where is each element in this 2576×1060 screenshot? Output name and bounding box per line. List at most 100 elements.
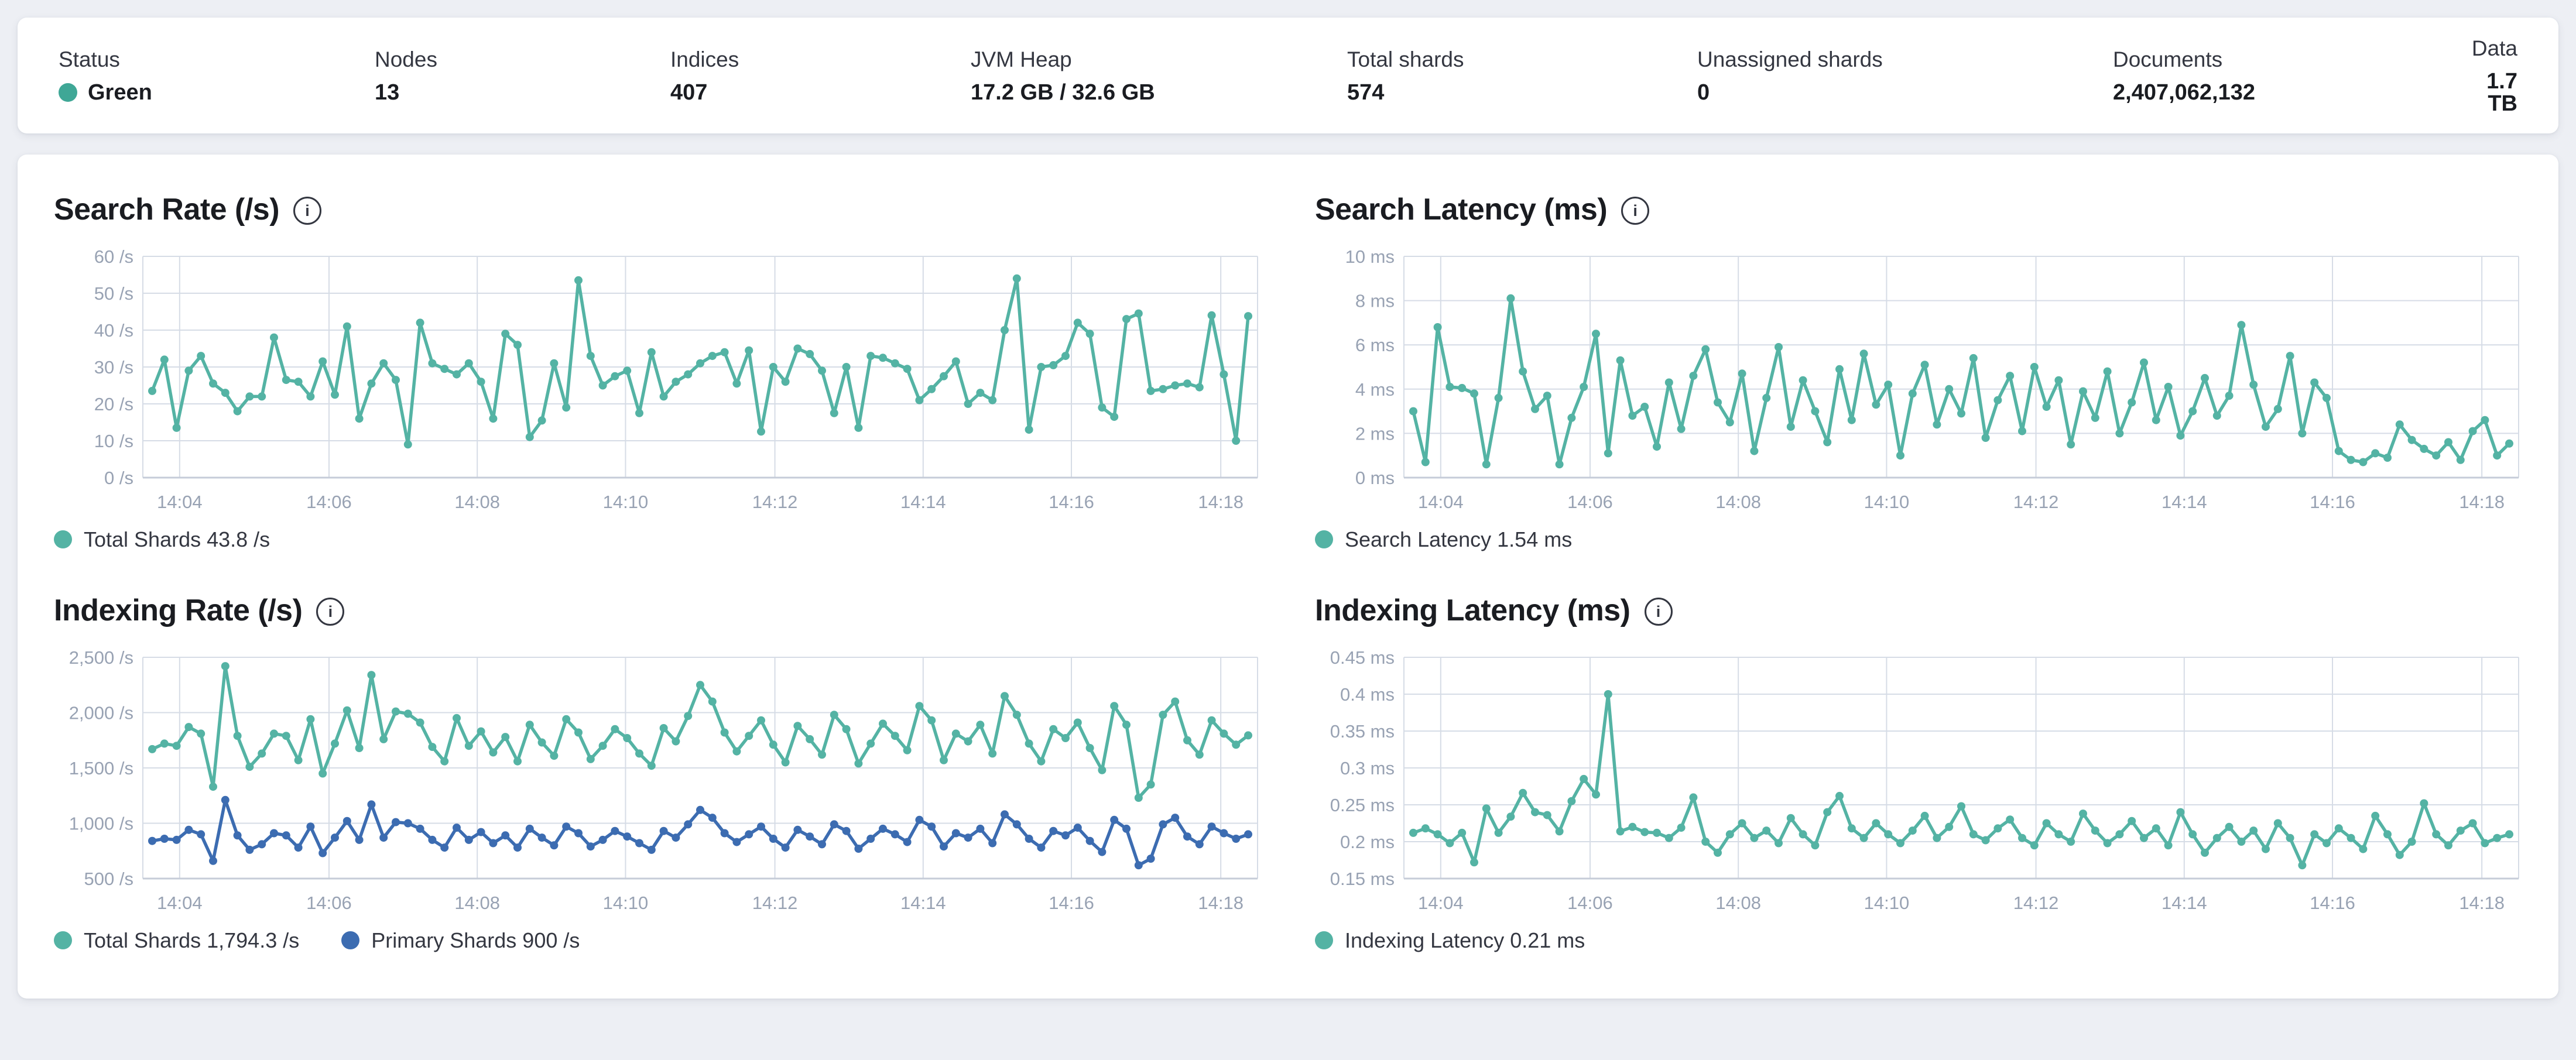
svg-text:2 ms: 2 ms	[1355, 423, 1395, 444]
chart-plot-area[interactable]: 0 /s 10 /s 20 /s 30 /s 40 /s 50 /s 60 /s 14:04 1…	[54, 246, 1262, 524]
chart-indexing-latency: Indexing Latency (ms) i 0.15 ms 0.2 ms 0.2…	[1315, 593, 2523, 953]
svg-text:0.35 ms: 0.35 ms	[1330, 721, 1395, 742]
legend-item[interactable]: Indexing Latency 0.21 ms	[1315, 928, 1585, 953]
stat-value: 2,407,062,132	[2113, 80, 2256, 105]
svg-text:50 /s: 50 /s	[94, 283, 133, 304]
svg-text:14:08: 14:08	[1715, 492, 1761, 512]
svg-text:500 /s: 500 /s	[84, 869, 133, 889]
chart-title: Search Rate (/s)	[54, 193, 280, 227]
stat-status: Status Green	[59, 47, 375, 104]
legend-label: Total Shards 43.8 /s	[84, 527, 270, 551]
svg-text:0.4 ms: 0.4 ms	[1340, 684, 1395, 705]
svg-text:14:18: 14:18	[2459, 492, 2505, 512]
svg-text:14:12: 14:12	[2013, 492, 2059, 512]
svg-text:14:16: 14:16	[2310, 893, 2355, 913]
stat-data-size: Data 1.7 TB	[2464, 36, 2517, 115]
svg-text:2,000 /s: 2,000 /s	[69, 703, 133, 723]
svg-text:14:04: 14:04	[157, 492, 203, 512]
stat-jvm-heap: JVM Heap 17.2 GB / 32.6 GB	[971, 47, 1347, 104]
info-icon[interactable]: i	[1644, 598, 1673, 626]
stat-value: 13	[375, 80, 400, 105]
chart-title: Indexing Latency (ms)	[1315, 594, 1630, 628]
svg-text:14:04: 14:04	[1418, 893, 1464, 913]
info-icon[interactable]: i	[316, 598, 345, 626]
svg-text:0.3 ms: 0.3 ms	[1340, 758, 1395, 778]
chart-legend: Total Shards 1,794.3 /s Primary Shards 90…	[54, 928, 1262, 953]
svg-text:14:18: 14:18	[1198, 492, 1244, 512]
svg-text:14:14: 14:14	[2161, 492, 2207, 512]
metrics-panel: Search Rate (/s) i 0 /s 10 /s 20 /s 30 /s 40…	[18, 155, 2558, 999]
chart-header: Indexing Latency (ms) i	[1315, 593, 2523, 628]
svg-text:0.45 ms: 0.45 ms	[1330, 649, 1395, 668]
stat-unassigned-shards: Unassigned shards 0	[1697, 47, 2113, 104]
stat-nodes: Nodes 13	[375, 47, 670, 104]
stat-label: Nodes	[375, 47, 437, 71]
stat-value: 17.2 GB / 32.6 GB	[971, 80, 1155, 105]
svg-text:14:10: 14:10	[603, 893, 649, 913]
stat-label: Data	[2471, 36, 2517, 60]
chart-plot-area[interactable]: 500 /s 1,000 /s 1,500 /s 2,000 /s 2,500 /s 14…	[54, 647, 1262, 925]
chart-title: Search Latency (ms)	[1315, 193, 1608, 227]
svg-text:14:18: 14:18	[2459, 893, 2505, 913]
svg-text:14:08: 14:08	[1715, 893, 1761, 913]
svg-text:14:10: 14:10	[1864, 492, 1910, 512]
svg-text:14:14: 14:14	[2161, 893, 2207, 913]
svg-text:14:12: 14:12	[752, 492, 798, 512]
svg-text:0.2 ms: 0.2 ms	[1340, 832, 1395, 852]
chart-search-rate: Search Rate (/s) i 0 /s 10 /s 20 /s 30 /s 40…	[54, 192, 1262, 552]
stat-value: 407	[670, 80, 708, 105]
svg-text:60 /s: 60 /s	[94, 248, 133, 267]
legend-dot-icon	[54, 530, 72, 549]
svg-text:1,000 /s: 1,000 /s	[69, 814, 133, 834]
stat-indices: Indices 407	[670, 47, 971, 104]
chart-title: Indexing Rate (/s)	[54, 594, 303, 628]
legend-item[interactable]: Total Shards 1,794.3 /s	[54, 928, 299, 953]
chart-plot-area[interactable]: 0 ms 2 ms 4 ms 6 ms 8 ms 10 ms 14:04 14:06 14:08…	[1315, 246, 2523, 524]
legend-item[interactable]: Primary Shards 900 /s	[341, 928, 580, 953]
chart-plot-area[interactable]: 0.15 ms 0.2 ms 0.25 ms 0.3 ms 0.35 ms 0.4 ms 0…	[1315, 647, 2523, 925]
svg-text:14:06: 14:06	[1567, 893, 1613, 913]
svg-text:10 /s: 10 /s	[94, 431, 133, 451]
svg-text:14:08: 14:08	[454, 492, 500, 512]
status-text: Green	[88, 80, 152, 105]
legend-label: Indexing Latency 0.21 ms	[1345, 928, 1585, 953]
svg-text:14:06: 14:06	[306, 492, 352, 512]
stat-label: Status	[59, 47, 120, 71]
svg-text:14:16: 14:16	[1049, 492, 1094, 512]
chart-header: Search Rate (/s) i	[54, 192, 1262, 227]
svg-text:0 ms: 0 ms	[1355, 468, 1395, 488]
stat-value: 574	[1347, 80, 1385, 105]
cluster-stats-bar: Status Green Nodes 13 Indices 407 JVM He…	[18, 18, 2558, 133]
health-green-dot-icon	[59, 83, 77, 102]
stat-value: 0	[1697, 80, 1710, 105]
legend-item[interactable]: Search Latency 1.54 ms	[1315, 527, 1572, 552]
status-value: Green	[59, 81, 375, 104]
svg-text:4 ms: 4 ms	[1355, 379, 1395, 400]
svg-text:20 /s: 20 /s	[94, 394, 133, 414]
stat-label: Total shards	[1347, 47, 1464, 71]
svg-text:0 /s: 0 /s	[104, 468, 133, 488]
chart-header: Indexing Rate (/s) i	[54, 593, 1262, 628]
svg-text:8 ms: 8 ms	[1355, 291, 1395, 311]
legend-item[interactable]: Total Shards 43.8 /s	[54, 527, 270, 552]
info-icon[interactable]: i	[293, 197, 322, 225]
stat-label: JVM Heap	[971, 47, 1072, 71]
svg-text:2,500 /s: 2,500 /s	[69, 649, 133, 668]
svg-text:14:06: 14:06	[1567, 492, 1613, 512]
chart-legend: Indexing Latency 0.21 ms	[1315, 928, 2523, 953]
svg-text:0.25 ms: 0.25 ms	[1330, 795, 1395, 815]
svg-text:14:12: 14:12	[752, 893, 798, 913]
svg-text:14:18: 14:18	[1198, 893, 1244, 913]
legend-dot-icon	[341, 931, 360, 950]
stat-documents: Documents 2,407,062,132	[2113, 47, 2464, 104]
svg-text:14:14: 14:14	[900, 893, 946, 913]
svg-text:14:10: 14:10	[603, 492, 649, 512]
info-icon[interactable]: i	[1621, 197, 1650, 225]
stat-label: Indices	[670, 47, 739, 71]
legend-label: Primary Shards 900 /s	[371, 928, 580, 953]
legend-dot-icon	[1315, 530, 1333, 549]
legend-dot-icon	[1315, 931, 1333, 950]
svg-text:1,500 /s: 1,500 /s	[69, 758, 133, 778]
legend-dot-icon	[54, 931, 72, 950]
svg-text:14:04: 14:04	[1418, 492, 1464, 512]
